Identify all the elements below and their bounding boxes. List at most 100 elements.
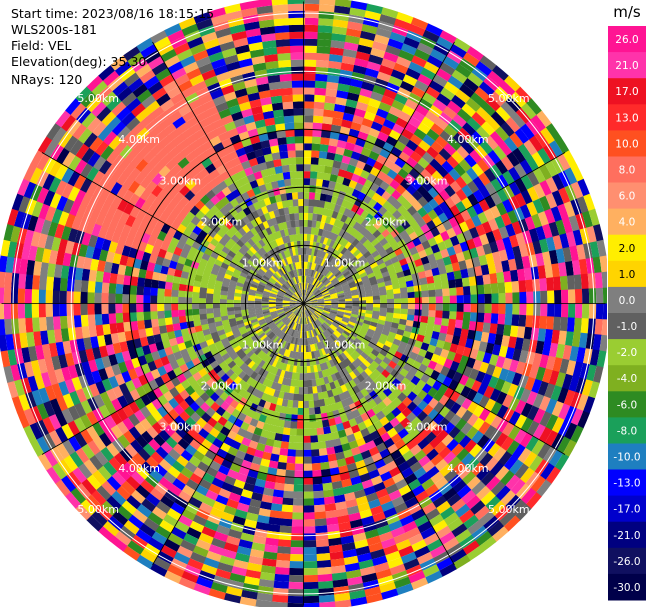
velocity-gate [485,294,492,305]
velocity-gate [352,304,359,307]
velocity-gate [279,518,292,526]
velocity-gate [287,582,303,589]
velocity-gate [318,448,327,456]
velocity-gate [116,283,124,294]
velocity-gate [547,304,554,318]
velocity-gate [318,595,335,603]
velocity-gate [74,279,82,292]
velocity-gate [165,317,173,326]
velocity-gate [387,294,394,300]
velocity-gate [286,456,295,464]
velocity-gate [302,561,317,568]
velocity-gate [304,25,320,32]
velocity-gate [589,304,596,321]
velocity-gate [303,380,308,387]
velocity-gate [298,401,304,408]
velocity-gate [450,304,457,313]
velocity-gate [304,213,309,220]
velocity-gate [464,295,471,305]
velocity-gate [157,295,164,303]
velocity-gate [505,293,512,305]
velocity-gate [81,279,89,292]
velocity-gate [533,291,540,304]
velocity-gate [316,53,330,61]
velocity-gate [312,137,322,145]
velocity-gate [408,292,415,299]
velocity-gate [290,540,304,547]
velocity-gate [302,596,319,603]
velocity-gate [511,314,519,327]
velocity-gate [288,568,303,575]
velocity-gate [574,318,582,334]
velocity-gate [4,318,12,335]
velocity-gate [596,304,604,321]
velocity-gate [435,310,443,318]
velocity-gate [519,292,526,305]
velocity-gate [512,292,519,304]
velocity-gate [220,299,227,304]
velocity-gate [317,32,333,40]
velocity-gate [171,296,178,304]
velocity-gate [304,248,307,255]
velocity-gate [366,304,373,308]
velocity-gate [11,287,18,304]
velocity-gate [213,298,220,303]
velocity-gate [442,288,450,297]
velocity-gate [157,288,165,297]
velocity-gate [32,316,40,332]
velocity-gate [304,87,316,94]
velocity-gate [491,293,498,304]
velocity-gate [316,553,331,561]
velocity-gate [303,429,310,436]
velocity-gate [304,67,317,74]
velocity-gate [313,491,324,499]
velocity-gate [295,450,304,457]
velocity-gate [291,512,303,519]
velocity-gate [158,318,166,327]
velocity-gate [80,291,87,304]
velocity-gate [199,303,206,309]
velocity-gate [283,484,294,492]
velocity-gate [589,288,596,305]
velocity-gate [95,281,103,293]
velocity-gate [0,286,4,303]
velocity-gate [115,293,122,304]
velocity-gate [150,295,157,304]
velocity-gate [313,400,320,408]
velocity-gate [60,303,67,317]
velocity-gate [299,380,304,387]
velocity-gate [304,80,317,87]
velocity-gate [304,150,313,157]
velocity-gate [317,39,332,47]
velocity-gate [315,421,323,429]
velocity-gate [380,295,387,300]
velocity-gate [178,309,186,316]
velocity-gate [94,303,101,315]
velocity-gate [88,314,96,327]
velocity-gate [312,470,322,478]
velocity-gate [234,300,241,304]
velocity-gate [471,304,478,314]
velocity-gate [300,352,303,359]
velocity-gate [234,307,241,311]
velocity-gate [436,304,443,312]
velocity-gate [303,519,316,526]
velocity-gate [303,408,309,415]
velocity-gate [18,317,26,333]
velocity-gate [303,554,318,561]
velocity-gate [588,273,596,290]
velocity-gate [227,299,234,303]
velocity-gate [289,547,303,554]
velocity-gate [316,567,332,575]
velocity-gate [478,304,485,314]
velocity-gate [275,560,290,568]
velocity-gate [137,285,145,295]
velocity-gate [0,302,4,319]
velocity-gate [115,303,122,314]
velocity-gate [296,436,304,443]
velocity-gate [312,477,323,485]
velocity-gate [304,74,317,81]
velocity-gate [304,178,311,185]
velocity-gate [484,304,491,315]
velocity-gate [206,298,213,304]
